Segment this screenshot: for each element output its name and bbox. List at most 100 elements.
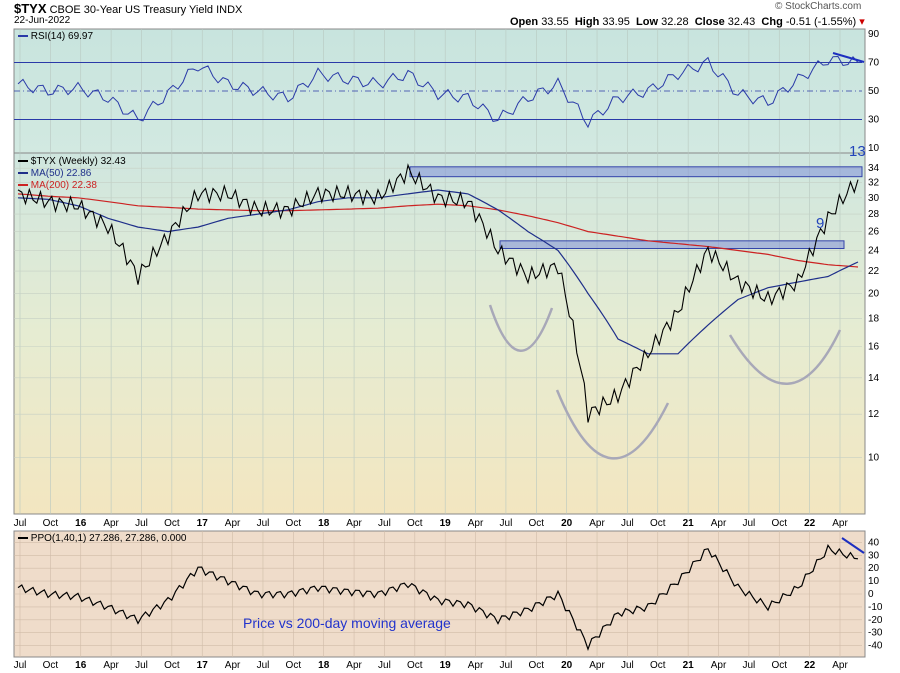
ppo-swatch-icon (18, 537, 28, 540)
price-tick-label: 32 (868, 178, 880, 189)
x-tick-label: Apr (468, 518, 484, 529)
ppo-tick-label: -10 (868, 602, 883, 613)
x-tick-label: Jul (500, 518, 513, 529)
ppo-label: PPO(1,40,1) 27.286, 27.286, 0.000 (18, 533, 186, 544)
x-tick-label: Apr (346, 660, 362, 671)
x-tick-label: 16 (75, 660, 87, 671)
copyright: © StockCharts.com (775, 1, 862, 12)
x-tick-label: Jul (742, 518, 755, 529)
x-tick-label: 16 (75, 518, 87, 529)
rsi-trendline (832, 52, 865, 63)
open-label: Open (510, 16, 539, 28)
x-tick-label: Apr (103, 518, 119, 529)
high-value: 33.95 (602, 16, 630, 28)
exchange: INDX (216, 4, 243, 16)
annotation-9: 9 (816, 215, 825, 232)
ppo-trendline (841, 537, 865, 554)
ppo-tick-label: 40 (868, 537, 880, 548)
x-tick-label: 20 (561, 660, 573, 671)
x-tick-label: Oct (407, 518, 423, 529)
price-tick-label: 10 (868, 452, 880, 463)
head-arc (555, 389, 670, 460)
x-tick-label: Oct (164, 518, 180, 529)
x-tick-label: 21 (683, 660, 695, 671)
x-tick-label: Apr (225, 660, 241, 671)
price-tick-label: 22 (868, 266, 880, 277)
x-tick-label: Oct (529, 660, 545, 671)
ppo-note: Price vs 200-day moving average (243, 615, 451, 631)
instrument-name: CBOE 30-Year US Treasury Yield (49, 4, 214, 16)
x-tick-label: 18 (318, 660, 330, 671)
x-tick-label: Apr (589, 518, 605, 529)
price-tick-label: 30 (868, 193, 880, 204)
x-tick-label: Jul (14, 518, 27, 529)
rsi-tick-label: 10 (868, 143, 880, 154)
x-tick-label: Jul (257, 660, 270, 671)
x-tick-label: Oct (43, 518, 59, 529)
x-tick-label: Oct (771, 518, 787, 529)
ohlc-readout: Open 33.55 High 33.95 Low 32.28 Close 32… (510, 15, 865, 28)
left-shoulder-arc (488, 304, 554, 352)
x-tick-label: Apr (832, 660, 848, 671)
chart-date: 22-Jun-2022 (14, 15, 71, 26)
open-value: 33.55 (541, 16, 569, 28)
x-tick-label: Jul (257, 518, 270, 529)
ma50-line (17, 189, 859, 355)
x-tick-label: 20 (561, 518, 573, 529)
down-arrow-icon: ▾ (859, 16, 865, 28)
x-tick-label: Apr (711, 660, 727, 671)
x-tick-label: Jul (135, 660, 148, 671)
ppo-tick-label: -20 (868, 615, 883, 626)
close-label: Close (694, 16, 725, 28)
x-tick-label: 17 (197, 518, 209, 529)
rsi-line (17, 55, 859, 129)
legend-ma200: MA(200) 22.38 (18, 180, 126, 192)
rsi-swatch-icon (18, 35, 28, 38)
x-tick-label: 18 (318, 518, 330, 529)
x-tick-label: 19 (440, 518, 452, 529)
price-legend: $TYX (Weekly) 32.43 MA(50) 22.86 MA(200)… (18, 156, 126, 192)
legend-price: $TYX (Weekly) 32.43 (18, 156, 126, 168)
price-tick-label: 26 (868, 227, 880, 238)
price-tick-label: 16 (868, 341, 880, 352)
ppo-tick-label: -30 (868, 628, 883, 639)
ticker-symbol: $TYX (14, 1, 47, 16)
x-tick-label: Apr (468, 660, 484, 671)
ppo-tick-label: 10 (868, 576, 880, 587)
x-tick-label: Jul (378, 660, 391, 671)
price-tick-label: 14 (868, 373, 880, 384)
price-tick-label: 18 (868, 313, 880, 324)
x-tick-label: Apr (711, 518, 727, 529)
x-tick-label: Oct (286, 660, 302, 671)
x-tick-label: Jul (14, 660, 27, 671)
x-tick-label: Jul (621, 518, 634, 529)
ppo-tick-label: -40 (868, 641, 883, 652)
x-tick-label: Apr (225, 518, 241, 529)
x-tick-label: Oct (286, 518, 302, 529)
x-tick-label: 21 (683, 518, 695, 529)
x-tick-label: Jul (135, 518, 148, 529)
price-tick-label: 20 (868, 289, 880, 300)
close-value: 32.43 (727, 16, 756, 28)
rsi-tick-label: 50 (868, 86, 880, 97)
rsi-tick-label: 90 (868, 29, 880, 40)
x-tick-label: Jul (742, 660, 755, 671)
x-tick-label: Jul (500, 660, 513, 671)
rsi-label: RSI(14) 69.97 (18, 31, 93, 42)
price-panel (13, 152, 866, 515)
x-tick-label: 17 (197, 660, 209, 671)
x-tick-label: Apr (103, 660, 119, 671)
chg-value: -0.51 (-1.55%) (785, 16, 857, 28)
x-tick-label: Oct (771, 660, 787, 671)
ppo-line (17, 543, 859, 652)
low-label: Low (636, 16, 659, 28)
ppo-tick-label: 0 (868, 589, 874, 600)
ma200-line (17, 193, 859, 268)
legend-ma50: MA(50) 22.86 (18, 168, 126, 180)
x-tick-label: Jul (378, 518, 391, 529)
x-tick-label: Oct (43, 660, 59, 671)
x-tick-label: Oct (164, 660, 180, 671)
rsi-tick-label: 70 (868, 58, 880, 69)
right-shoulder-arc (728, 329, 842, 385)
